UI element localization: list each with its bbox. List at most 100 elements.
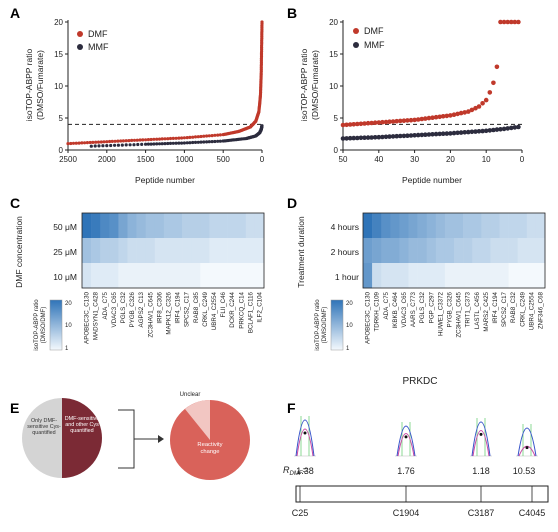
- heatmap-cell: [372, 213, 382, 239]
- panel-d-colorbar-tick-20: 20: [346, 301, 353, 307]
- data-point-dmf: [83, 141, 87, 145]
- panel-c-colorbar: [49, 299, 63, 351]
- data-point-dmf: [77, 141, 81, 145]
- heatmap-cell: [82, 263, 92, 289]
- data-point-dmf: [516, 19, 521, 25]
- x-tick-label: 2500: [59, 155, 77, 164]
- data-point-mmf: [505, 126, 511, 131]
- heatmap-cell: [390, 213, 400, 239]
- heatmap-cell: [535, 238, 546, 264]
- data-point-mmf: [146, 142, 150, 146]
- heavy-peak-trace: [472, 430, 490, 457]
- data-point-dmf: [121, 139, 125, 143]
- data-point-mmf: [124, 143, 128, 147]
- data-point-dmf: [451, 112, 457, 117]
- data-point-mmf: [462, 130, 468, 135]
- gene-label: TRIT1_C373: [465, 291, 472, 327]
- heatmap-cell: [535, 213, 546, 239]
- data-point-dmf: [509, 19, 514, 25]
- data-point-mmf: [128, 143, 132, 147]
- data-point-dmf: [199, 134, 203, 139]
- panel-c-colorbar-label-2: (DMSO/DMF): [41, 307, 47, 344]
- gene-label: IRF8_C306: [156, 291, 163, 323]
- panel-d-heatmap-frame: [362, 212, 546, 289]
- heatmap-cell: [490, 263, 500, 289]
- heatmap-cell: [127, 238, 137, 264]
- data-point-mmf: [160, 142, 164, 146]
- gene-label: ZC3HAV1_C645: [147, 291, 154, 337]
- panel-d-colorbar-label-1: isoTOP-ABPP ratio: [315, 299, 321, 351]
- data-point-dmf: [113, 139, 117, 143]
- data-point-mmf: [501, 126, 507, 132]
- x-tick-label: 1000: [176, 155, 194, 164]
- panel-d-colorbar-tick-1: 1: [346, 346, 350, 352]
- data-point-mmf: [174, 141, 178, 145]
- data-point-dmf: [80, 141, 84, 145]
- panel-label-a: A: [10, 5, 20, 21]
- panel-c-colorbar-label-1: isoTOP-ABPP ratio: [34, 299, 40, 351]
- data-point-dmf: [168, 136, 173, 141]
- peak-marker: [479, 432, 483, 436]
- data-point-dmf: [369, 120, 374, 126]
- data-point-mmf: [437, 131, 443, 137]
- heatmap-cell: [499, 213, 509, 239]
- panel-d-y-label: Treatment duration: [296, 216, 306, 288]
- data-point-dmf: [71, 141, 76, 145]
- data-point-dmf: [380, 119, 385, 125]
- data-point-mmf: [144, 142, 148, 146]
- data-point-dmf: [130, 138, 134, 142]
- data-point-dmf: [155, 137, 159, 141]
- data-point-dmf: [88, 140, 92, 145]
- ratio-value: 1.18: [472, 466, 490, 476]
- data-point-mmf: [362, 135, 367, 140]
- data-point-dmf: [180, 136, 184, 140]
- panel-f-ratio-label: RDMF=: [283, 465, 308, 477]
- pie-label-unclear: Unclear: [180, 392, 201, 398]
- heatmap-cell: [109, 213, 119, 239]
- data-point-mmf: [380, 134, 385, 140]
- data-point-mmf: [372, 135, 378, 140]
- panel-a-legend-dmf-marker: [77, 31, 83, 37]
- gene-label: CRKL_C249: [202, 291, 209, 326]
- heatmap-cell: [408, 263, 418, 289]
- heatmap-cell: [245, 213, 256, 239]
- heatmap-cell: [245, 263, 256, 289]
- heatmap-cell: [463, 238, 473, 264]
- heatmap-cell: [535, 263, 546, 289]
- pie-slice-dmf-and-other: [62, 398, 102, 478]
- heatmap-cell: [145, 263, 156, 289]
- site-label: C3187: [468, 508, 495, 518]
- gene-label: ZNF346_C68: [538, 291, 545, 329]
- panel-a-y-label-1: isoTOP-ABPP ratio: [24, 49, 34, 122]
- heatmap-cell: [154, 213, 165, 239]
- peak-marker: [404, 435, 408, 439]
- bracket: [118, 409, 135, 469]
- data-point-dmf: [390, 119, 396, 124]
- data-point-mmf: [480, 128, 485, 134]
- data-point-mmf: [166, 141, 170, 146]
- data-point-dmf: [458, 110, 464, 116]
- panel-c-colorbar-tick-10: 10: [65, 323, 72, 329]
- panel-c-row-label-50: 50 μM: [53, 222, 77, 232]
- data-point-dmf: [110, 139, 114, 143]
- heatmap-cell: [173, 213, 183, 239]
- gene-label: TDRKH_C109: [374, 291, 381, 331]
- data-point-dmf: [487, 90, 493, 95]
- data-point-mmf: [171, 141, 175, 145]
- panel-c-row-label-10: 10 μM: [53, 272, 77, 282]
- heatmap-cell: [100, 238, 110, 264]
- data-point-dmf: [213, 133, 217, 137]
- heatmap-cell: [100, 213, 110, 239]
- data-point-mmf: [196, 140, 200, 144]
- data-point-dmf: [469, 107, 475, 113]
- data-point-dmf: [132, 138, 137, 142]
- heatmap-cell: [182, 263, 192, 289]
- data-point-mmf: [423, 132, 428, 137]
- data-point-dmf: [376, 120, 382, 125]
- gene-label: PGLS_C32: [120, 291, 127, 323]
- x-tick-label: 0: [260, 155, 265, 164]
- heatmap-cell: [444, 263, 455, 289]
- peak-marker: [525, 446, 529, 450]
- data-point-dmf: [74, 141, 78, 145]
- light-peak-trace: [517, 427, 537, 457]
